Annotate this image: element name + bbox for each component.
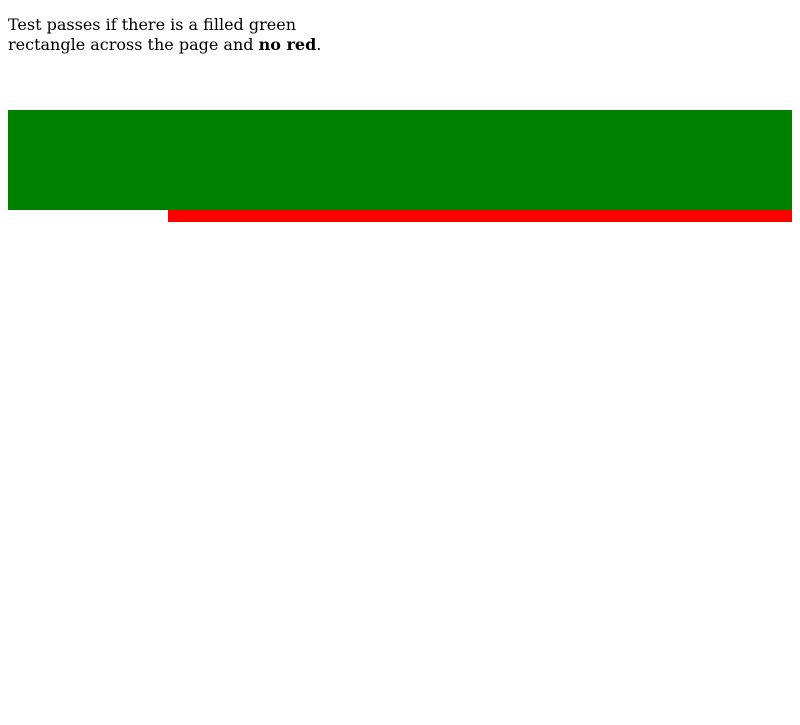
instructions-period: . — [316, 35, 322, 54]
red-strip — [168, 210, 792, 222]
test-instructions: Test passes if there is a filled green r… — [8, 15, 348, 55]
instructions-text: Test passes if there is a filled green r… — [8, 15, 296, 54]
instructions-emphasis: no red — [258, 35, 317, 54]
green-rectangle — [8, 110, 792, 210]
